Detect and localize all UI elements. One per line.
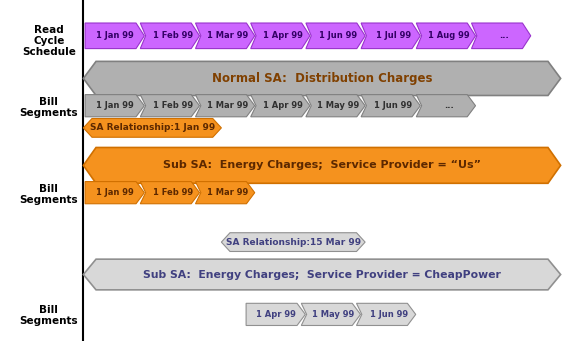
Polygon shape [140, 23, 200, 48]
Text: 1 Feb 99: 1 Feb 99 [152, 188, 193, 197]
Text: 1 Jan 99: 1 Jan 99 [96, 101, 133, 110]
Text: 1 Feb 99: 1 Feb 99 [152, 101, 193, 110]
Text: 1 May 99: 1 May 99 [312, 310, 355, 319]
Text: 1 Feb 99: 1 Feb 99 [152, 31, 193, 40]
Polygon shape [196, 95, 255, 117]
Polygon shape [85, 181, 144, 204]
Text: 1 Jun 99: 1 Jun 99 [374, 101, 412, 110]
Text: 1 Apr 99: 1 Apr 99 [263, 31, 303, 40]
Polygon shape [85, 95, 144, 117]
Text: Sub SA:  Energy Charges;  Service Provider = “Us”: Sub SA: Energy Charges; Service Provider… [163, 160, 481, 170]
Text: 1 Mar 99: 1 Mar 99 [207, 31, 248, 40]
Polygon shape [196, 23, 255, 48]
Polygon shape [140, 181, 200, 204]
Text: 1 Jan 99: 1 Jan 99 [96, 31, 133, 40]
Text: 1 Apr 99: 1 Apr 99 [256, 310, 296, 319]
Polygon shape [356, 303, 416, 325]
Polygon shape [472, 23, 531, 48]
Polygon shape [251, 23, 310, 48]
Polygon shape [83, 119, 221, 137]
Polygon shape [221, 233, 365, 252]
Text: 1 Mar 99: 1 Mar 99 [207, 101, 248, 110]
Text: 1 May 99: 1 May 99 [317, 101, 359, 110]
Polygon shape [83, 259, 561, 290]
Polygon shape [416, 23, 476, 48]
Text: Read
Cycle
Schedule: Read Cycle Schedule [22, 25, 76, 57]
Text: Bill
Segments: Bill Segments [20, 184, 78, 205]
Text: 1 Jun 99: 1 Jun 99 [370, 310, 408, 319]
Polygon shape [306, 95, 365, 117]
Polygon shape [251, 95, 310, 117]
Polygon shape [140, 95, 200, 117]
Polygon shape [301, 303, 361, 325]
Polygon shape [196, 181, 255, 204]
Text: 1 Jun 99: 1 Jun 99 [319, 31, 357, 40]
Text: 1 Apr 99: 1 Apr 99 [263, 101, 303, 110]
Text: ...: ... [499, 31, 509, 40]
Text: SA Relationship:15 Mar 99: SA Relationship:15 Mar 99 [225, 238, 361, 247]
Text: Bill
Segments: Bill Segments [20, 305, 78, 326]
Text: 1 Jan 99: 1 Jan 99 [96, 188, 133, 197]
Polygon shape [246, 303, 305, 325]
Text: 1 Jul 99: 1 Jul 99 [376, 31, 411, 40]
Polygon shape [85, 23, 144, 48]
Polygon shape [416, 95, 476, 117]
Polygon shape [361, 23, 420, 48]
Polygon shape [83, 147, 561, 183]
Text: Normal SA:  Distribution Charges: Normal SA: Distribution Charges [212, 72, 432, 85]
Polygon shape [306, 23, 365, 48]
Text: Sub SA:  Energy Charges;  Service Provider = CheapPower: Sub SA: Energy Charges; Service Provider… [143, 269, 501, 280]
Text: SA Relationship:1 Jan 99: SA Relationship:1 Jan 99 [90, 123, 215, 132]
Text: ...: ... [444, 101, 454, 110]
Polygon shape [361, 95, 420, 117]
Text: 1 Aug 99: 1 Aug 99 [428, 31, 469, 40]
Text: Bill
Segments: Bill Segments [20, 97, 78, 118]
Polygon shape [83, 61, 561, 95]
Text: 1 Mar 99: 1 Mar 99 [207, 188, 248, 197]
